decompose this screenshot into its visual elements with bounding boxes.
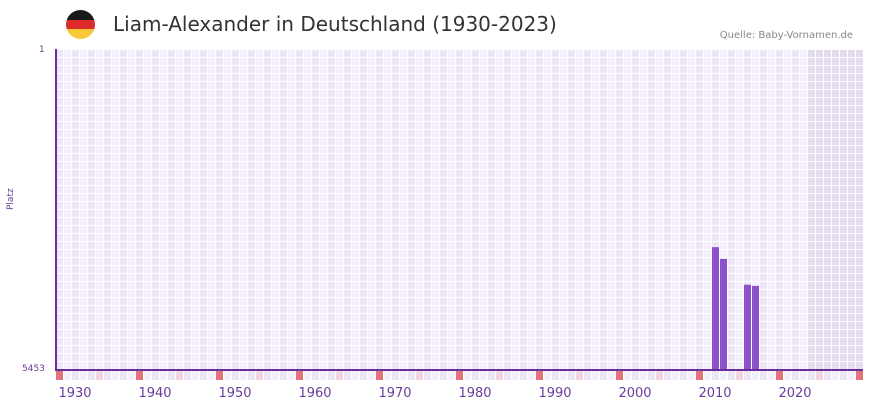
bar-2011 [720, 258, 727, 370]
y-axis-label: Platz [6, 188, 16, 210]
bar-2015 [752, 285, 759, 370]
x-tick-label: 2000 [618, 386, 652, 401]
bar-2014 [744, 284, 751, 370]
x-tick-label: 1960 [298, 386, 332, 401]
bar-2010 [712, 247, 719, 370]
chart-title: Liam-Alexander in Deutschland (1930-2023… [113, 12, 557, 36]
x-tick-label: 1970 [378, 386, 412, 401]
x-tick-label: 1990 [538, 386, 572, 401]
x-tick-label: 1980 [458, 386, 492, 401]
x-tick-label: 1930 [58, 386, 92, 401]
x-tick-label: 1940 [138, 386, 172, 401]
decade-markers [56, 371, 863, 380]
plot-area [56, 50, 863, 370]
x-tick-label: 2010 [698, 386, 732, 401]
x-axis-line [55, 369, 863, 371]
source-credit: Quelle: Baby-Vornamen.de [719, 30, 853, 41]
y-tick-bottom: 5453 [22, 364, 45, 374]
x-axis-labels: 1930 1940 1950 1960 1970 1980 1990 2000 2010 2020 [55, 386, 863, 406]
x-tick-label: 1950 [218, 386, 252, 401]
y-axis-line [55, 49, 57, 371]
x-tick-label: 2020 [778, 386, 812, 401]
germany-flag-icon [66, 10, 95, 39]
y-tick-top: 1 [39, 45, 45, 55]
